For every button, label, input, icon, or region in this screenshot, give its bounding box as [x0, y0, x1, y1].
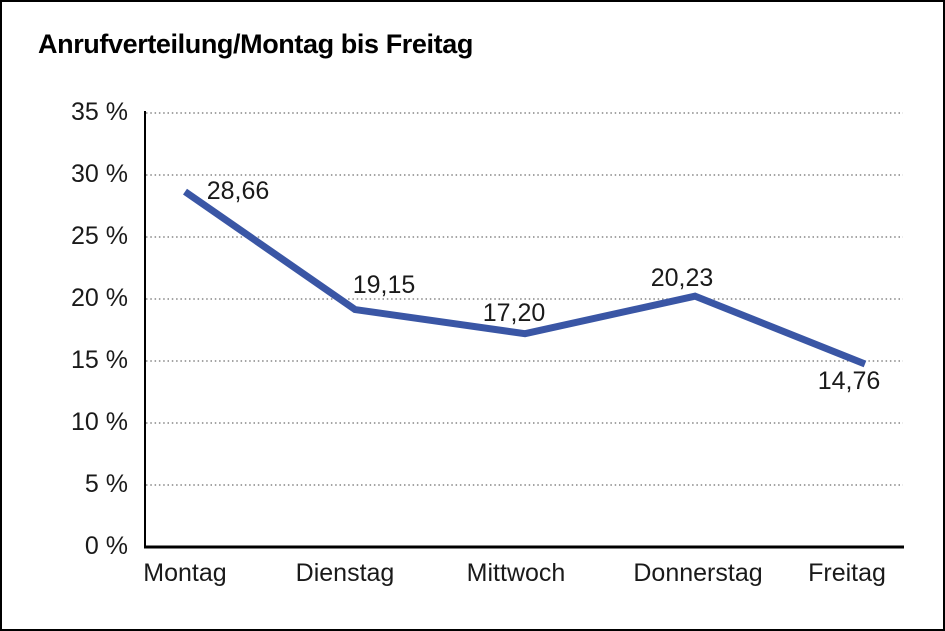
- chart-title: Anrufverteilung/Montag bis Freitag: [38, 29, 473, 59]
- data-line: [183, 188, 867, 368]
